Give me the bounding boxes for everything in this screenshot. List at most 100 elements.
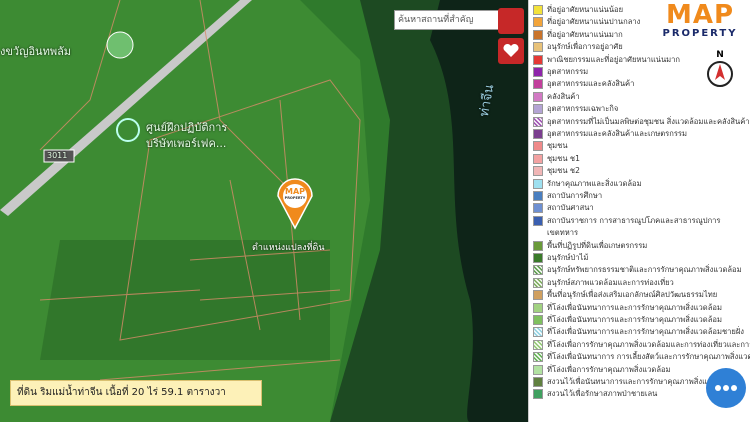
map-label: บริษัทเพอร์เฟค...	[146, 137, 227, 150]
legend-swatch	[533, 116, 543, 127]
legend-swatch	[533, 240, 543, 251]
legend-item: ที่อยู่อาศัยหนาแน่นมาก	[533, 29, 623, 41]
legend-label: อุตสาหกรรมเฉพาะกิจ	[547, 104, 619, 114]
legend-label: สถาบันศาสนา	[547, 203, 594, 213]
legend-swatch	[533, 129, 543, 139]
legend-swatch	[533, 191, 543, 201]
map-label: ศูนย์ฝึกปฏิบัติการ	[146, 121, 228, 134]
legend-swatch	[533, 42, 543, 53]
legend-label: ที่โล่งเพื่อนันทนาการและการรักษาคุณภาพสิ…	[547, 315, 722, 324]
legend-label: พื้นที่อนุรักษ์เพื่อส่งเสริมเอกลักษณ์ศิล…	[547, 290, 718, 300]
legend-label: ที่โล่งเพื่อนันทนาการและการรักษาคุณภาพสิ…	[547, 327, 744, 337]
legend-label: ที่โล่งเพื่อการรักษาคุณภาพสิ่งแวดล้อมและ…	[547, 339, 750, 349]
favorite-button[interactable]	[498, 38, 524, 64]
legend-swatch	[533, 54, 543, 65]
pin-label: ตำแหน่งแปลงที่ดิน	[252, 243, 325, 253]
legend-swatch	[533, 203, 543, 214]
legend-item: อุตสาหกรรมและคลังสินค้าและเกษตรกรรม	[533, 128, 687, 140]
compass-label: N	[716, 50, 724, 60]
legend-label: รักษาคุณภาพและสิ่งแวดล้อม	[547, 178, 642, 188]
legend-item: อุตสาหกรรม	[533, 66, 588, 78]
legend-swatch	[533, 377, 543, 387]
legend-label: อนุรักษ์เพื่อการอยู่อาศัย	[547, 42, 623, 52]
legend-label: อนุรักษ์ป่าไม้	[547, 253, 589, 262]
legend-item: สถาบันราชการ การสาธารณูปโภคและสาธารณูปกา…	[533, 215, 721, 227]
legend-item: อุตสาหกรรมและคลังสินค้า	[533, 78, 634, 90]
legend-label: สงวนไว้เพื่อรักษาสภาพป่าชายเลน	[547, 389, 658, 399]
legend-swatch	[533, 5, 543, 15]
legend-swatch	[533, 352, 543, 363]
legend-label: ที่โล่งเพื่อนันทนาการและการรักษาคุณภาพสิ…	[547, 302, 722, 312]
legend-item: สงวนไว้เพื่อรักษาสภาพป่าชายเลน	[533, 388, 657, 400]
legend-item: ชุมชน ช1	[533, 153, 580, 165]
logo: MAP PROPERTY	[655, 2, 745, 39]
legend-item: ชุมชน	[533, 140, 568, 152]
legend-item: อนุรักษ์ทรัพยากรธรรมชาติและการรักษาคุณภา…	[533, 264, 742, 276]
legend-swatch	[533, 389, 543, 400]
legend-swatch	[533, 327, 543, 338]
legend-label: ชุมชน	[547, 141, 568, 151]
legend-swatch	[533, 290, 543, 301]
legend-swatch	[533, 141, 543, 152]
legend-item: พาณิชยกรรมและที่อยู่อาศัยหนาแน่นมาก	[533, 54, 680, 66]
legend-label: อุตสาหกรรม	[547, 67, 589, 76]
legend-item: ที่อยู่อาศัยหนาแน่นปานกลาง	[533, 16, 640, 28]
legend-label: ที่อยู่อาศัยหนาแน่นปานกลาง	[547, 17, 641, 27]
legend-swatch	[533, 153, 543, 164]
map[interactable]	[0, 0, 528, 422]
legend-item: พื้นที่อนุรักษ์เพื่อส่งเสริมเอกลักษณ์ศิล…	[533, 289, 717, 301]
legend-item: รักษาคุณภาพและสิ่งแวดล้อม	[533, 178, 642, 190]
road-label: 3011	[47, 151, 68, 160]
legend-label: ที่อยู่อาศัยหนาแน่นมาก	[547, 29, 623, 39]
legend-swatch	[533, 364, 543, 375]
legend-label: สถาบันการศึกษา	[547, 191, 603, 200]
legend-label: เขตทหาร	[547, 228, 579, 238]
legend-swatch	[533, 277, 543, 288]
legend-item: สงวนไว้เพื่อนันทนาการและการรักษาคุณภาพสิ…	[533, 376, 730, 388]
legend-label: ที่โล่งเพื่อการรักษาคุณภาพสิ่งแวดล้อม	[547, 364, 671, 374]
legend-item: ที่โล่งเพื่อการรักษาคุณภาพสิ่งแวดล้อม	[533, 364, 671, 376]
legend-label: อุตสาหกรรมและคลังสินค้าและเกษตรกรรม	[547, 129, 687, 138]
legend-item: ชุมชน ช2	[533, 165, 580, 177]
logo-top: MAP	[665, 0, 735, 30]
marker-logo[interactable]: MAP PROPERTY	[283, 188, 307, 201]
legend-item: สถาบันการศึกษา	[533, 190, 602, 202]
legend-item: อนุรักษ์สภาพแวดล้อมและการท่องเที่ยว	[533, 277, 674, 289]
legend-swatch	[533, 17, 543, 28]
legend-swatch	[533, 67, 543, 77]
legend-item: อนุรักษ์ป่าไม้	[533, 252, 588, 264]
chat-button[interactable]	[706, 368, 746, 408]
layers-button[interactable]	[498, 8, 524, 34]
legend-swatch	[533, 215, 543, 226]
legend-label: พาณิชยกรรมและที่อยู่อาศัยหนาแน่นมาก	[547, 54, 681, 64]
legend-item: เขตทหาร	[533, 227, 578, 239]
caption: ที่ดิน ริมแม่น้ำท่าจีน เนื้อที่ 20 ไร่ 5…	[10, 380, 262, 406]
legend-swatch	[533, 253, 543, 263]
legend-label: ที่โล่งเพื่อนันทนาการ การเลี้ยงสัตว์และก…	[547, 352, 750, 362]
compass: N	[706, 50, 734, 92]
legend-item: อุตสาหกรรมที่ไม่เป็นมลพิษต่อชุมชน สิ่งแว…	[533, 116, 750, 128]
legend-label: พื้นที่ปฏิรูปที่ดินเพื่อเกษตรกรรม	[547, 240, 648, 250]
logo-bottom: PROPERTY	[662, 28, 738, 39]
legend-item: ที่โล่งเพื่อนันทนาการและการรักษาคุณภาพสิ…	[533, 302, 722, 314]
legend-swatch	[533, 29, 543, 40]
legend-item: คลังสินค้า	[533, 91, 580, 103]
legend-label: อนุรักษ์ทรัพยากรธรรมชาติและการรักษาคุณภา…	[547, 265, 742, 275]
legend-item: ที่โล่งเพื่อนันทนาการและการรักษาคุณภาพสิ…	[533, 326, 744, 338]
marker-logo-top: MAP	[284, 187, 305, 196]
legend-label: คลังสินค้า	[547, 91, 580, 101]
legend-item: พื้นที่ปฏิรูปที่ดินเพื่อเกษตรกรรม	[533, 240, 647, 252]
legend-item: สถาบันศาสนา	[533, 202, 594, 214]
legend-swatch	[533, 315, 543, 325]
legend-label: สถาบันราชการ การสาธารณูปโภคและสาธารณูปกา…	[547, 215, 721, 225]
marker-logo-bottom: PROPERTY	[284, 196, 306, 200]
search-box[interactable]: ค้นหาสถานที่สำคัญ	[394, 10, 499, 30]
legend-label: ที่อยู่อาศัยหนาแน่นน้อย	[547, 5, 624, 14]
legend-swatch	[533, 265, 543, 276]
legend-item: อุตสาหกรรมเฉพาะกิจ	[533, 103, 618, 115]
map-label: งขวัญอินทพลัม	[0, 45, 72, 58]
legend-item: ที่อยู่อาศัยหนาแน่นน้อย	[533, 4, 623, 16]
legend-label: อุตสาหกรรมที่ไม่เป็นมลพิษต่อชุมชน สิ่งแว…	[547, 116, 750, 126]
legend-item: อนุรักษ์เพื่อการอยู่อาศัย	[533, 41, 623, 53]
